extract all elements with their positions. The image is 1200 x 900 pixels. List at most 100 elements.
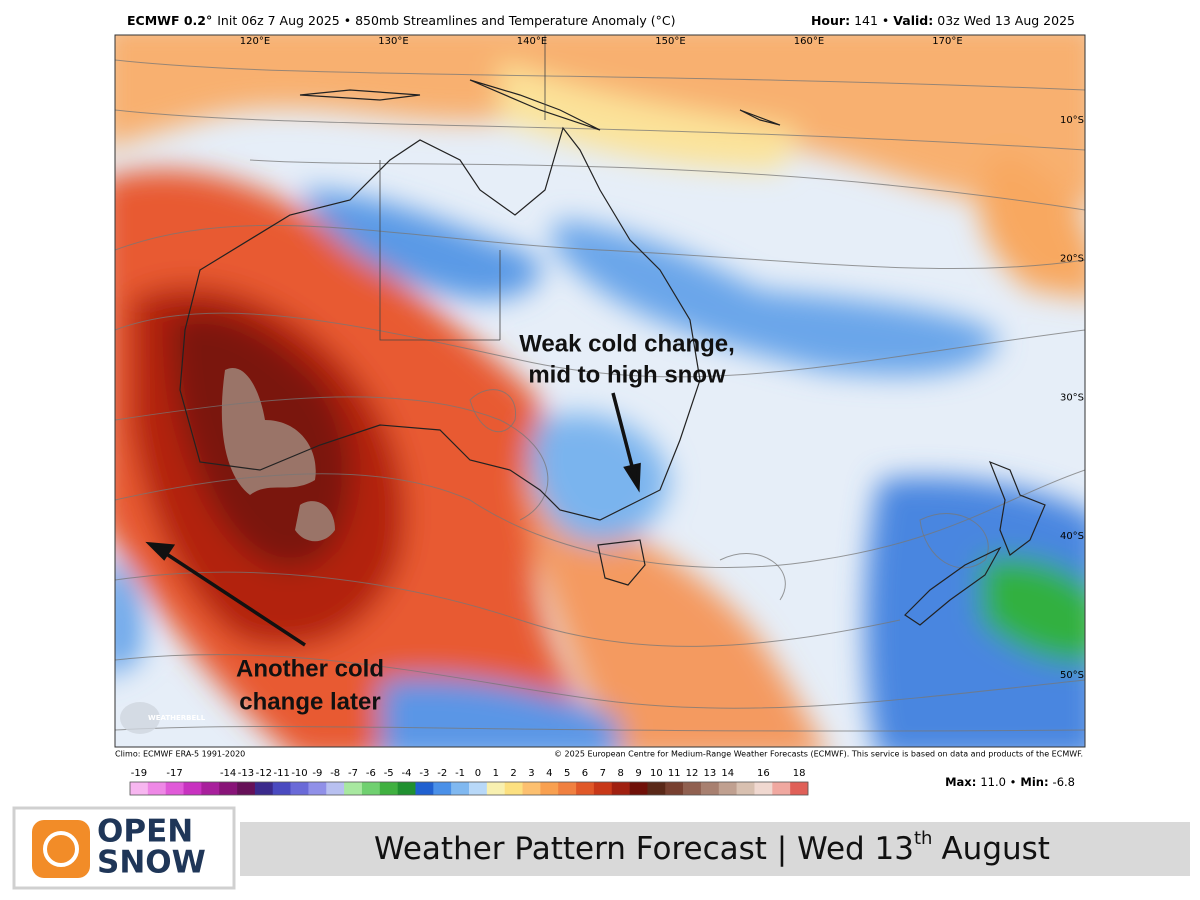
colorbar-swatch — [469, 782, 488, 795]
colorbar-swatch — [700, 782, 720, 795]
colorbar-swatch — [736, 782, 755, 795]
colorbar-swatch — [718, 782, 737, 795]
colorbar-swatch — [754, 782, 773, 795]
colorbar-swatch — [290, 782, 309, 795]
anomaly-peak — [221, 368, 316, 495]
watermark: WEATHERBELL — [148, 714, 206, 722]
logo-icon-mark — [43, 831, 79, 867]
colorbar-tick-label: 12 — [686, 768, 699, 779]
colorbar-swatch — [522, 782, 541, 795]
colorbar-swatch — [219, 782, 238, 795]
longitude-label: 140°E — [517, 36, 547, 47]
max: 11.0 • — [980, 775, 1016, 789]
stats: Max: 11.0 • Min: -6.8 — [945, 775, 1075, 789]
latitude-label: 50°S — [1060, 670, 1084, 681]
colorbar-tick-label: -10 — [291, 768, 307, 779]
min: -6.8 — [1053, 775, 1075, 789]
logo-text: OPEN — [97, 814, 193, 850]
valid-label: Valid: — [893, 13, 933, 28]
coordinate-labels: 120°E 130°E 140°E 150°E 160°E 170°E 10°S 20°S 30… — [240, 36, 1084, 681]
longitude-label: 130°E — [378, 36, 408, 47]
hour-label: Hour: — [811, 13, 850, 28]
colorbar-swatch — [183, 782, 202, 795]
colorbar-swatch — [790, 782, 809, 795]
colorbar-swatch — [201, 782, 220, 795]
colorbar-swatch — [647, 782, 666, 795]
colorbar-frame — [129, 781, 809, 796]
min-label: Min: — [1020, 775, 1048, 789]
colorbar-tick-label: -17 — [166, 768, 182, 779]
colorbar-tick-label: 9 — [635, 768, 641, 779]
anomaly-peak — [295, 501, 335, 542]
hour: 141 • — [854, 13, 889, 28]
longitude-label: 170°E — [932, 36, 962, 47]
latitude-label: 10°S — [1060, 115, 1084, 126]
colorbar-swatch — [540, 782, 559, 795]
colorbar-swatch — [772, 782, 791, 795]
colorbar-swatch — [308, 782, 327, 795]
latitude-label: 40°S — [1060, 531, 1084, 542]
colorbar-swatch — [683, 782, 702, 795]
colorbar-tick-label: -1 — [455, 768, 465, 779]
colorbar-tick-label: 8 — [617, 768, 623, 779]
colorbar-tick-label: -11 — [273, 768, 289, 779]
colorbar-tick-label: 3 — [528, 768, 534, 779]
coastline — [179, 126, 701, 521]
colorbar-swatch — [433, 782, 452, 795]
annotation: change later — [239, 688, 380, 715]
colorbar-tick-label: 14 — [721, 768, 734, 779]
colorbar-tick-label: -14 — [220, 768, 236, 779]
colorbar-tick-label: 2 — [510, 768, 516, 779]
annotation: Weak cold change, — [519, 330, 735, 357]
colorbar-swatch — [237, 782, 256, 795]
colorbar-swatch — [272, 782, 291, 795]
header-left: ECMWF 0.2° Init 06z 7 Aug 2025 • 850mb St… — [127, 13, 675, 28]
colorbar-tick-label: 0 — [475, 768, 481, 779]
valid: 03z Wed 13 Aug 2025 — [937, 13, 1075, 28]
colorbar-tick-label: -13 — [238, 768, 254, 779]
climo-note: Climo: ECMWF ERA-5 1991-2020 — [115, 750, 245, 759]
colorbar-swatch — [165, 782, 184, 795]
colorbar-tick-label: -3 — [419, 768, 429, 779]
colorbar-tick-label: -4 — [402, 768, 412, 779]
max-label: Max: — [945, 775, 976, 789]
banner — [240, 822, 1190, 876]
colorbar-tick-label: -9 — [312, 768, 322, 779]
colorbar-swatch — [665, 782, 684, 795]
credit: © 2025 European Centre for Medium-Range … — [554, 750, 1083, 759]
colorbar-tick-label: -5 — [384, 768, 394, 779]
colorbar-swatch — [558, 782, 577, 795]
colorbar-tick-label: 5 — [564, 768, 570, 779]
state-borders — [379, 35, 546, 341]
streamlines — [115, 59, 1085, 732]
colorbar-swatch — [326, 782, 345, 795]
latitude-label: 30°S — [1060, 392, 1084, 403]
banner-main: Weather Pattern Forecast | Wed 13 — [374, 831, 914, 867]
colorbar-swatch — [397, 782, 416, 795]
logo-icon — [32, 820, 90, 878]
banner-end: August — [941, 831, 1050, 867]
coastline — [988, 460, 1046, 556]
colorbar-tick-label: 11 — [668, 768, 681, 779]
colorbar-swatch — [576, 782, 595, 795]
header-right: Hour: 141 • Valid: 03z Wed 13 Aug 2025 — [811, 13, 1075, 28]
banner-sup: th — [914, 828, 932, 849]
arrow-head — [623, 462, 641, 493]
colorbar-tick-label: -8 — [330, 768, 340, 779]
colorbar-tick-label: 6 — [582, 768, 588, 779]
colorbar-tick-label: -6 — [366, 768, 376, 779]
arrow — [164, 551, 306, 647]
colorbar-tick-label: 18 — [793, 768, 806, 779]
colorbar-swatch — [344, 782, 363, 795]
longitude-label: 160°E — [794, 36, 824, 47]
annotation: Another cold — [236, 655, 384, 682]
colorbar-tick-label: 16 — [757, 768, 770, 779]
arrow-head — [145, 541, 176, 561]
colorbar-tick-label: 7 — [600, 768, 606, 779]
coastline — [597, 539, 646, 586]
coastline — [904, 546, 1002, 626]
colorbar-swatch — [629, 782, 648, 795]
longitude-label: 150°E — [655, 36, 685, 47]
